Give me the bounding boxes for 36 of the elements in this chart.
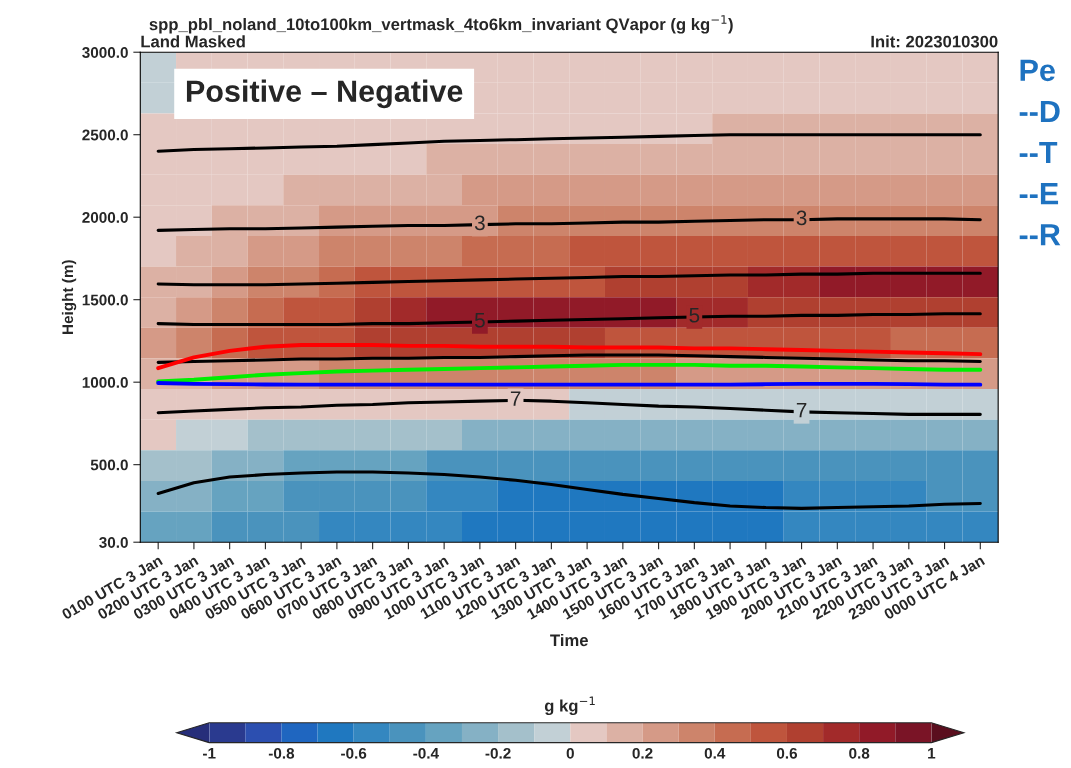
color-bar-label: 0.8 [849,747,870,759]
y-axis-title: Height (m) [61,260,77,334]
annotation: Positive – Negative [186,79,463,109]
x-axis-title: Time [550,633,588,647]
color-bar-label: -1 [203,748,216,759]
text: Init: 2023010300 [871,35,998,48]
text: --R [1019,224,1061,246]
chart-subtitle: Land Masked [141,35,245,48]
annotation: 7 [796,402,807,418]
y-tick-label: 500.0 [90,459,128,471]
y-tick-label: 2500.0 [82,129,128,141]
y-tick-label: 2000.0 [82,212,128,223]
text: --D [1019,100,1060,122]
text: --E [1019,183,1059,205]
color-bar-label: 0 [566,747,574,759]
color-bar-title: g kg$^{−1}$ [544,696,595,715]
y-tick-label: 1500.0 [82,294,128,306]
text: Pe [1020,59,1055,82]
y-tick-label: 30.0 [99,537,128,548]
annotation: 3 [474,215,485,231]
color-bar-label: -0.6 [341,747,367,759]
color-bar-label: 0.4 [704,747,726,759]
annotation: 5 [689,308,700,323]
chart-title: spp_pbl_noland_10to100km_vertmask_4to6km_invariant QVapor (g kg$^{−1}$) [149,15,733,34]
annotation: 5 [474,313,485,328]
text: --T [1019,142,1058,164]
color-bar-label: 0.2 [632,747,653,759]
color-bar-label: 0.6 [776,747,798,759]
color-bar-label: -0.2 [485,747,511,759]
color-bar-label: -0.4 [413,747,439,759]
annotation: 3 [796,210,807,226]
annotation: 7 [510,391,521,406]
color-bar-label: 1 [928,748,936,759]
y-tick-label: 1000.0 [82,377,128,388]
y-tick-label: 3000.0 [82,47,128,58]
color-bar-label: -0.8 [268,747,295,759]
